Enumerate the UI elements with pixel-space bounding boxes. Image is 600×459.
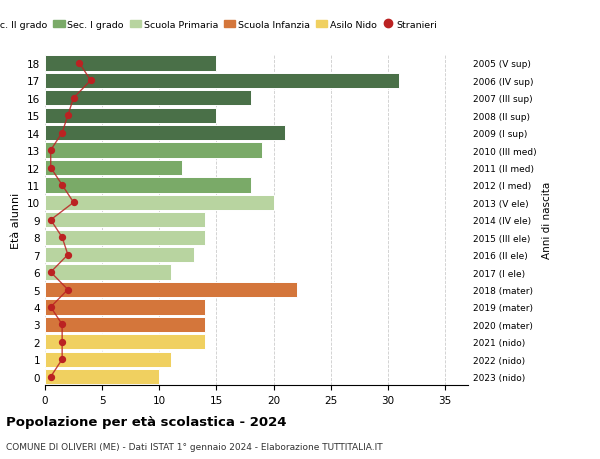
Point: [46, 217, 56, 224]
Point: [58, 182, 67, 189]
Bar: [45, 178, 251, 193]
Y-axis label: Anni di nascita: Anni di nascita: [542, 182, 552, 259]
Bar: [45, 195, 274, 211]
Point: [63, 286, 73, 294]
Bar: [45, 317, 205, 332]
Bar: [45, 161, 182, 176]
Bar: [45, 108, 217, 123]
Point: [46, 373, 56, 381]
Point: [46, 303, 56, 311]
Point: [63, 252, 73, 259]
Bar: [45, 352, 171, 367]
Point: [69, 199, 79, 207]
Bar: [45, 73, 400, 89]
Bar: [45, 335, 205, 350]
Text: COMUNE DI OLIVERI (ME) - Dati ISTAT 1° gennaio 2024 - Elaborazione TUTTITALIA.IT: COMUNE DI OLIVERI (ME) - Dati ISTAT 1° g…: [6, 442, 383, 451]
Point: [46, 269, 56, 276]
Point: [58, 356, 67, 363]
Bar: [45, 265, 171, 280]
Point: [46, 164, 56, 172]
Bar: [45, 230, 205, 246]
Point: [86, 78, 95, 85]
Bar: [45, 247, 194, 263]
Bar: [45, 56, 217, 72]
Bar: [45, 369, 160, 385]
Y-axis label: Età alunni: Età alunni: [11, 192, 22, 248]
Point: [69, 95, 79, 102]
Bar: [45, 91, 251, 106]
Legend: Sec. II grado, Sec. I grado, Scuola Primaria, Scuola Infanzia, Asilo Nido, Stran: Sec. II grado, Sec. I grado, Scuola Prim…: [0, 17, 441, 34]
Point: [58, 130, 67, 137]
Point: [58, 338, 67, 346]
Bar: [45, 126, 285, 141]
Bar: [45, 143, 262, 158]
Point: [63, 112, 73, 120]
Bar: [45, 300, 205, 315]
Point: [58, 321, 67, 328]
Point: [46, 147, 56, 154]
Point: [58, 234, 67, 241]
Bar: [45, 213, 205, 228]
Bar: [45, 282, 296, 297]
Text: Popolazione per età scolastica - 2024: Popolazione per età scolastica - 2024: [6, 415, 287, 428]
Point: [74, 60, 84, 67]
